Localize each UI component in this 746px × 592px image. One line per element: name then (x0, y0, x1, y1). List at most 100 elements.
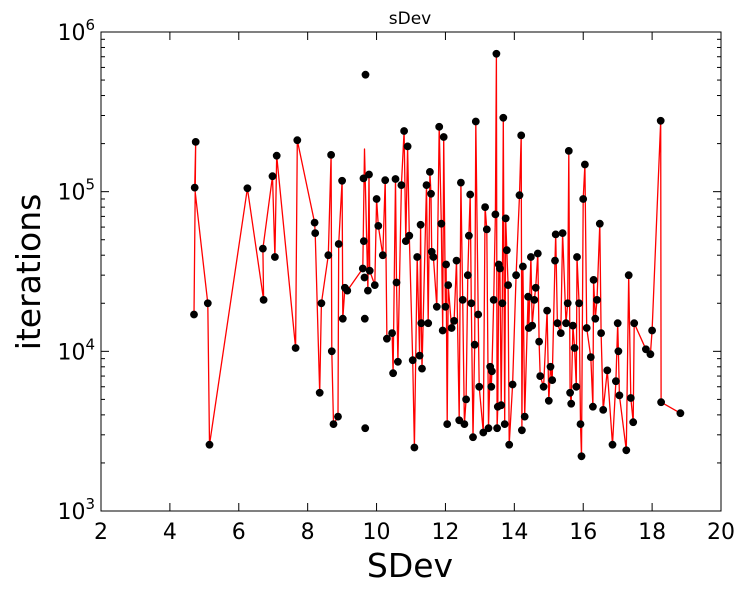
data-point (648, 326, 656, 335)
data-point (359, 174, 368, 183)
x-axis-title: SDev (367, 546, 453, 585)
data-point (489, 295, 498, 304)
data-point (464, 231, 473, 240)
data-point (493, 424, 501, 433)
data-point (437, 219, 446, 228)
data-point (455, 416, 464, 425)
data-point (259, 295, 268, 304)
data-point (487, 367, 496, 376)
data-point (388, 329, 396, 337)
data-point (425, 167, 434, 176)
data-point (471, 117, 480, 126)
data-point (657, 398, 665, 407)
data-point (497, 401, 506, 410)
data-point (458, 295, 467, 304)
data-point (429, 253, 438, 261)
data-point (405, 231, 414, 240)
data-point (576, 420, 585, 428)
data-point (558, 229, 567, 237)
data-point (317, 299, 326, 308)
x-tick-label: 4 (163, 520, 177, 545)
data-point (463, 271, 472, 280)
data-point (424, 319, 433, 328)
data-point (543, 306, 551, 315)
data-point (408, 356, 417, 365)
data-point (363, 286, 372, 295)
data-point (258, 244, 267, 253)
data-point (389, 369, 397, 378)
data-point (365, 170, 373, 179)
data-layer (190, 49, 685, 461)
data-point (562, 319, 570, 328)
data-point (502, 246, 511, 255)
data-point (315, 388, 324, 397)
data-point (563, 299, 572, 308)
data-point (501, 214, 510, 223)
data-point (505, 440, 514, 449)
data-point (566, 388, 574, 397)
data-point (360, 273, 369, 282)
y-tick-label: 104 (57, 335, 95, 365)
data-point (582, 324, 591, 332)
data-point (392, 278, 401, 287)
data-point (438, 326, 447, 335)
data-point (586, 353, 595, 361)
data-point (622, 446, 631, 455)
data-point (397, 181, 406, 189)
data-point (581, 160, 589, 169)
data-point (415, 351, 424, 360)
data-point (382, 334, 391, 343)
data-point (432, 302, 441, 311)
data-point (413, 253, 422, 261)
chart-title: sDev (389, 9, 431, 29)
data-point (495, 264, 504, 273)
data-point (310, 218, 319, 227)
data-point (589, 275, 598, 284)
data-point (499, 113, 508, 122)
data-point (572, 382, 581, 391)
data-point (515, 191, 524, 200)
data-point (475, 382, 484, 391)
data-point (469, 433, 477, 442)
x-tick-label: 14 (500, 520, 528, 545)
data-point (553, 319, 562, 328)
data-point (551, 230, 560, 239)
data-point (334, 412, 342, 421)
data-point (482, 225, 491, 234)
data-point (447, 324, 456, 332)
data-point (359, 237, 368, 245)
data-point (403, 142, 412, 151)
data-point (391, 175, 400, 183)
data-point (517, 131, 526, 140)
data-point (365, 266, 374, 275)
data-point (334, 240, 343, 248)
data-point (570, 344, 579, 352)
data-point (544, 396, 553, 405)
data-point (615, 391, 624, 400)
data-point (629, 418, 638, 427)
data-point (427, 189, 435, 198)
data-point (646, 350, 655, 359)
data-point (435, 122, 444, 131)
ticks-layer (100, 31, 722, 512)
data-point (630, 319, 639, 328)
data-point (595, 219, 604, 228)
data-point (361, 70, 370, 79)
data-point (484, 424, 493, 433)
data-point (539, 382, 548, 391)
data-point (400, 127, 408, 135)
plot-area (100, 31, 722, 512)
data-point (512, 271, 520, 280)
data-point (460, 420, 469, 428)
data-point (416, 220, 425, 229)
tick-labels: 2 4 6 8 10 12 14 16 18 20 103 104 105 106 (57, 16, 735, 545)
data-point (577, 452, 586, 461)
data-point (450, 316, 458, 325)
data-point (599, 405, 608, 414)
data-point (575, 299, 583, 308)
data-point (479, 428, 488, 437)
data-point (311, 229, 320, 237)
data-point (272, 151, 281, 160)
data-point (190, 183, 199, 192)
data-point (462, 395, 470, 404)
